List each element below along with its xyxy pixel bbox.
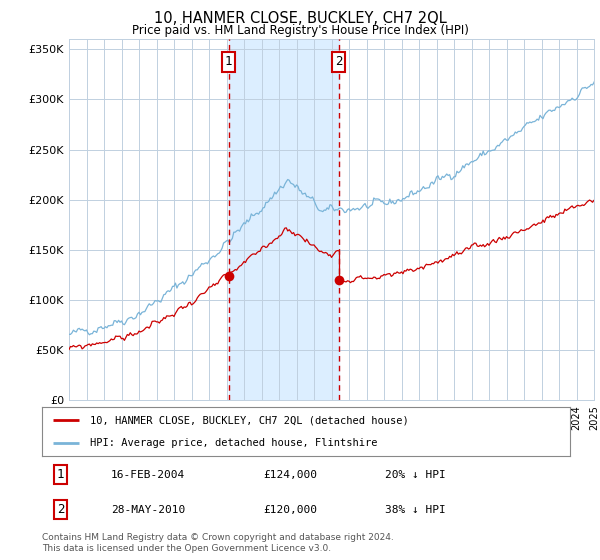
Text: £124,000: £124,000 (264, 470, 318, 479)
Text: Contains HM Land Registry data © Crown copyright and database right 2024.
This d: Contains HM Land Registry data © Crown c… (42, 533, 394, 553)
Text: 10, HANMER CLOSE, BUCKLEY, CH7 2QL: 10, HANMER CLOSE, BUCKLEY, CH7 2QL (154, 11, 446, 26)
Text: 10, HANMER CLOSE, BUCKLEY, CH7 2QL (detached house): 10, HANMER CLOSE, BUCKLEY, CH7 2QL (deta… (89, 416, 408, 426)
Text: 2: 2 (57, 503, 64, 516)
Text: £120,000: £120,000 (264, 505, 318, 515)
Text: 38% ↓ HPI: 38% ↓ HPI (385, 505, 446, 515)
Text: 2: 2 (335, 55, 342, 68)
Text: 28-MAY-2010: 28-MAY-2010 (110, 505, 185, 515)
Text: 1: 1 (57, 468, 64, 481)
Text: HPI: Average price, detached house, Flintshire: HPI: Average price, detached house, Flin… (89, 438, 377, 448)
Text: 20% ↓ HPI: 20% ↓ HPI (385, 470, 446, 479)
Bar (229, 39, 338, 400)
Text: 1: 1 (225, 55, 232, 68)
Text: 16-FEB-2004: 16-FEB-2004 (110, 470, 185, 479)
Text: Price paid vs. HM Land Registry's House Price Index (HPI): Price paid vs. HM Land Registry's House … (131, 24, 469, 37)
